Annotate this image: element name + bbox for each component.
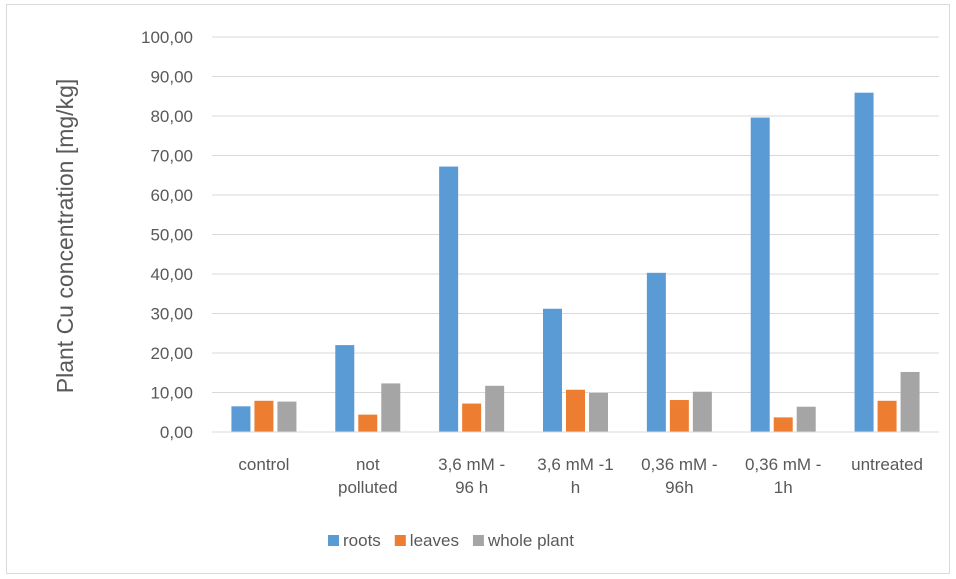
legend: roots leaves whole plant: [328, 531, 574, 550]
bar-leaves: [669, 400, 689, 432]
bar-whole-plant: [796, 406, 816, 432]
y-tick-label: 20,00: [150, 344, 193, 363]
bar-leaves: [566, 389, 585, 432]
y-tick-label: 0,00: [160, 423, 193, 442]
x-tick-label: 0,36 mM -1h: [745, 455, 822, 497]
bar-leaves: [773, 417, 793, 432]
gridlines: [212, 36, 939, 393]
bar-whole-plant: [485, 385, 505, 432]
bars: [231, 92, 920, 432]
x-tick-label: not polluted: [338, 455, 398, 497]
x-tick-label: 0,36 mM -96h: [641, 455, 718, 497]
y-axis-title: Plant Cu concentration [mg/kg]: [52, 79, 78, 394]
x-tick-label: 3,6 mM -96 h: [438, 455, 505, 497]
bar-leaves: [358, 414, 378, 432]
legend-swatch: [472, 535, 484, 546]
y-tick-label: 90,00: [150, 68, 193, 87]
legend-swatch: [394, 535, 406, 546]
bar-roots: [439, 166, 459, 432]
x-tick-label: 3,6 mM -1 h: [537, 455, 614, 497]
chart-frame: [6, 4, 950, 574]
x-tick-label: untreated: [851, 455, 923, 474]
bar-roots: [854, 92, 874, 432]
x-tick-label: control: [238, 455, 289, 474]
bar-roots: [335, 345, 355, 432]
bar-whole-plant: [381, 383, 401, 432]
bar-whole-plant: [900, 371, 920, 432]
bar-whole-plant: [589, 392, 608, 432]
bar-leaves: [877, 400, 897, 432]
y-tick-label: 10,00: [150, 384, 193, 403]
bar-roots: [231, 406, 251, 432]
y-tick-label: 100,00: [141, 28, 193, 47]
bar-leaves: [462, 403, 482, 432]
x-axis-ticks: control not polluted 3,6 mM -96 h 3,6 mM -1 h…: [238, 455, 923, 497]
bar-roots: [750, 117, 770, 432]
y-tick-label: 60,00: [150, 186, 193, 205]
y-tick-label: 40,00: [150, 265, 193, 284]
bar-whole-plant: [277, 401, 297, 432]
bar-leaves: [254, 400, 274, 432]
legend-swatch: [328, 535, 339, 546]
bar-roots: [543, 308, 562, 432]
y-tick-label: 70,00: [150, 147, 193, 166]
legend-label: roots: [343, 531, 381, 550]
legend-label: whole plant: [487, 531, 574, 550]
legend-label: leaves: [410, 531, 459, 550]
y-axis-ticks: 0,00 10,00 20,00 30,00 40,00 50,00 60,00 70,00 8…: [141, 28, 193, 442]
y-tick-label: 80,00: [150, 107, 193, 126]
y-tick-label: 30,00: [150, 305, 193, 324]
bar-whole-plant: [692, 391, 712, 432]
bar-roots: [646, 272, 666, 432]
y-tick-label: 50,00: [150, 226, 193, 245]
